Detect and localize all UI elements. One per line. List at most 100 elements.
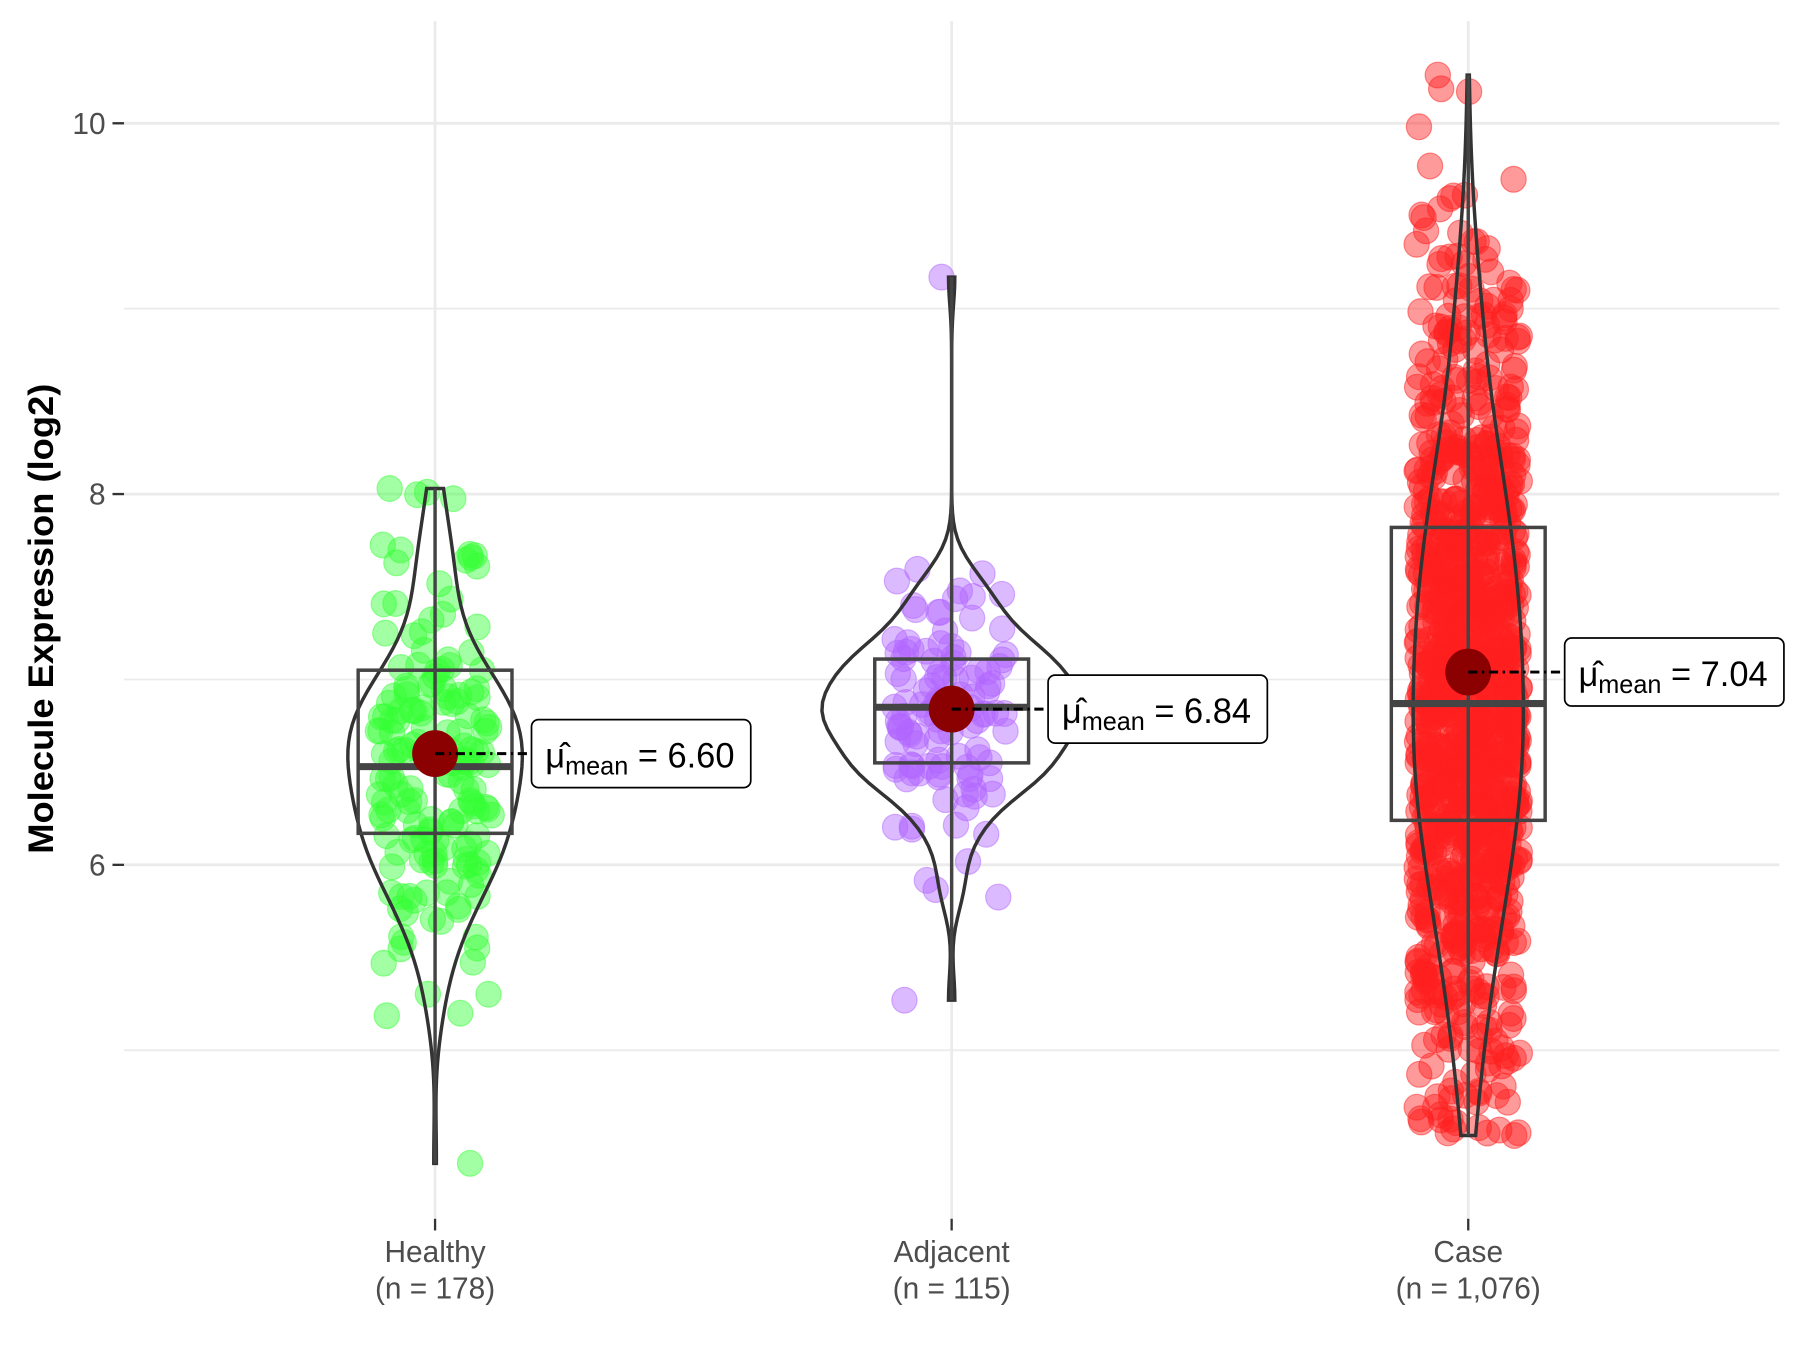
- data-point: [455, 851, 483, 879]
- box: [1389, 525, 1547, 823]
- data-point: [1424, 1083, 1451, 1111]
- data-point: [1403, 230, 1430, 258]
- data-point: [388, 780, 415, 808]
- y-axis: 6 8 10: [72, 108, 124, 882]
- group-adjacent: μ̂mean = 6.84: [820, 263, 1269, 1014]
- data-point: [427, 907, 455, 935]
- data-point: [1492, 1042, 1519, 1070]
- data-point: [1424, 61, 1451, 89]
- x-tick-label: Case: [1433, 1236, 1503, 1269]
- data-point: [1506, 322, 1533, 350]
- data-point: [1477, 258, 1505, 286]
- mean-label: μ̂mean = 6.84: [1062, 693, 1251, 736]
- data-point: [375, 796, 402, 824]
- x-tick-n-label: (n = 178): [375, 1272, 495, 1305]
- data-point: [958, 604, 986, 632]
- data-point: [1440, 1115, 1467, 1143]
- data-point: [1421, 1093, 1449, 1121]
- data-point: [393, 681, 421, 709]
- data-point: [1430, 488, 1458, 516]
- data-point: [1458, 704, 1485, 732]
- data-point: [1504, 451, 1531, 479]
- data-point: [1472, 429, 1500, 457]
- data-point: [932, 786, 959, 814]
- data-point: [1448, 811, 1476, 839]
- data-point: [400, 622, 428, 650]
- data-point: [1504, 412, 1532, 440]
- data-point: [1488, 646, 1515, 674]
- data-point: [1421, 709, 1449, 737]
- data-point: [898, 812, 926, 840]
- data-point: [1427, 75, 1455, 103]
- groups: μ̂mean = 6.60 μ̂mean = 6.84 μ̂mean = 7.04: [346, 61, 1785, 1177]
- data-point: [1424, 538, 1451, 565]
- mean-label-box: [530, 718, 752, 789]
- data-point: [1421, 746, 1448, 774]
- data-point: [922, 876, 949, 904]
- data-point: [1474, 523, 1501, 551]
- data-point: [920, 647, 947, 675]
- data-point: [375, 689, 403, 717]
- data-point: [1478, 873, 1505, 901]
- data-point: [1408, 201, 1435, 229]
- data-point: [1405, 363, 1433, 391]
- mean-equals: =: [628, 737, 667, 775]
- data-point: [456, 1149, 484, 1177]
- data-point: [1477, 402, 1505, 430]
- data-point: [890, 665, 917, 693]
- data-point: [1429, 554, 1456, 582]
- data-point: [367, 717, 394, 745]
- data-point: [1445, 438, 1472, 466]
- data-point: [1406, 1060, 1433, 1088]
- data-point: [1416, 152, 1444, 180]
- data-point: [1497, 999, 1524, 1027]
- data-point: [973, 820, 1000, 848]
- mean-label: μ̂mean = 6.60: [545, 737, 734, 780]
- box: [356, 668, 514, 836]
- data-point: [1466, 607, 1493, 634]
- data-point: [1427, 693, 1454, 721]
- data-point: [395, 788, 423, 816]
- data-point: [1459, 975, 1487, 1003]
- data-point: [897, 751, 925, 779]
- data-point: [1457, 1035, 1484, 1063]
- data-point: [1446, 396, 1473, 424]
- data-point: [1500, 973, 1527, 1001]
- data-point: [1429, 374, 1456, 402]
- data-point: [1460, 575, 1488, 603]
- data-point: [383, 549, 410, 577]
- data-point: [426, 570, 453, 598]
- mean-value: 6.84: [1184, 693, 1251, 731]
- data-point: [457, 871, 485, 898]
- data-point: [1432, 774, 1459, 802]
- data-point: [1497, 286, 1524, 314]
- data-point: [1505, 1119, 1532, 1147]
- data-point: [1420, 930, 1448, 958]
- data-point: [1500, 356, 1528, 384]
- data-point: [1490, 304, 1518, 332]
- y-tick-label: 6: [89, 849, 106, 882]
- data-point: [1500, 929, 1528, 957]
- data-point: [463, 797, 491, 825]
- data-point: [925, 746, 952, 774]
- mean-subscript: mean: [565, 752, 628, 780]
- data-point: [1403, 373, 1431, 401]
- mean-label-box: [1563, 637, 1785, 707]
- data-point: [1408, 401, 1435, 429]
- data-point: [1483, 1082, 1510, 1110]
- data-point: [376, 475, 403, 502]
- data-point: [378, 706, 406, 734]
- data-point: [958, 664, 985, 692]
- data-point: [419, 670, 446, 698]
- data-point: [976, 765, 1004, 793]
- x-tick-n-label: (n = 1,076): [1396, 1272, 1541, 1305]
- mean-value: 7.04: [1701, 656, 1768, 694]
- data-point: [1450, 786, 1478, 814]
- data-point: [447, 999, 474, 1027]
- data-point: [460, 792, 488, 820]
- data-point: [1416, 273, 1443, 301]
- data-point: [924, 664, 951, 691]
- data-point: [1408, 1108, 1435, 1136]
- data-point: [410, 636, 438, 664]
- data-point: [1404, 749, 1431, 777]
